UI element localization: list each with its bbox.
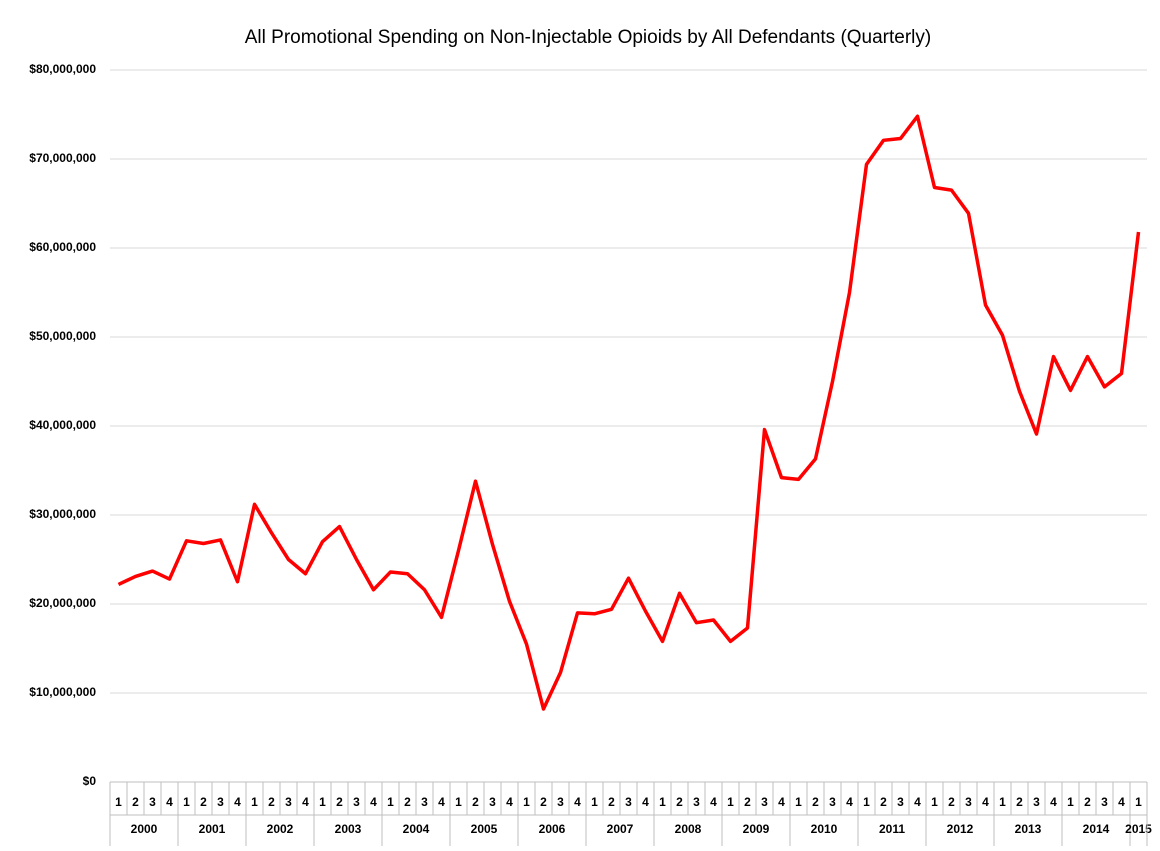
x-tick-label: 2 (676, 795, 683, 809)
x-tick-label: 2 (1016, 795, 1023, 809)
chart-title: All Promotional Spending on Non-Injectab… (245, 27, 931, 48)
x-tick-label: 1 (387, 795, 394, 809)
x-group-label: 2013 (1015, 822, 1042, 836)
x-group-label: 2000 (131, 822, 158, 836)
y-tick-label: $10,000,000 (29, 685, 96, 699)
x-tick-label: 3 (557, 795, 564, 809)
x-group-label: 2001 (199, 822, 226, 836)
x-tick-label: 4 (506, 795, 513, 809)
x-tick-label: 3 (353, 795, 360, 809)
x-tick-label: 1 (1135, 795, 1142, 809)
x-tick-label: 2 (1084, 795, 1091, 809)
x-group-label: 2014 (1083, 822, 1110, 836)
x-tick-label: 4 (302, 795, 309, 809)
y-tick-label: $0 (83, 774, 97, 788)
x-tick-label: 3 (217, 795, 224, 809)
y-tick-label: $80,000,000 (29, 62, 96, 76)
x-tick-label: 4 (1050, 795, 1057, 809)
x-tick-label: 2 (540, 795, 547, 809)
x-tick-label: 3 (149, 795, 156, 809)
x-tick-label: 1 (659, 795, 666, 809)
x-tick-label: 2 (948, 795, 955, 809)
x-tick-label: 3 (761, 795, 768, 809)
x-tick-label: 2 (200, 795, 207, 809)
y-tick-label: $40,000,000 (29, 418, 96, 432)
y-tick-label: $70,000,000 (29, 151, 96, 165)
x-tick-label: 3 (1033, 795, 1040, 809)
x-tick-label: 3 (897, 795, 904, 809)
x-tick-label: 1 (251, 795, 258, 809)
x-tick-label: 4 (1118, 795, 1125, 809)
x-tick-label: 3 (285, 795, 292, 809)
x-tick-label: 1 (795, 795, 802, 809)
x-group-label: 2005 (471, 822, 498, 836)
x-tick-label: 4 (778, 795, 785, 809)
x-tick-label: 4 (574, 795, 581, 809)
x-tick-label: 4 (438, 795, 445, 809)
x-group-label: 2004 (403, 822, 430, 836)
x-tick-label: 1 (455, 795, 462, 809)
x-tick-label: 1 (319, 795, 326, 809)
x-tick-label: 1 (931, 795, 938, 809)
x-tick-label: 3 (829, 795, 836, 809)
x-group-label: 2012 (947, 822, 974, 836)
x-tick-label: 4 (710, 795, 717, 809)
y-tick-label: $30,000,000 (29, 507, 96, 521)
x-tick-label: 3 (625, 795, 632, 809)
x-tick-label: 3 (693, 795, 700, 809)
y-tick-label: $50,000,000 (29, 329, 96, 343)
x-tick-label: 4 (914, 795, 921, 809)
x-tick-label: 3 (421, 795, 428, 809)
x-tick-label: 2 (812, 795, 819, 809)
x-group-label: 2009 (743, 822, 770, 836)
x-tick-label: 3 (1101, 795, 1108, 809)
x-tick-label: 2 (336, 795, 343, 809)
x-tick-label: 2 (404, 795, 411, 809)
x-tick-label: 3 (965, 795, 972, 809)
x-tick-label: 2 (268, 795, 275, 809)
x-tick-label: 1 (999, 795, 1006, 809)
x-tick-label: 2 (608, 795, 615, 809)
x-tick-label: 4 (166, 795, 173, 809)
x-tick-label: 4 (234, 795, 241, 809)
x-tick-label: 1 (727, 795, 734, 809)
x-tick-label: 1 (863, 795, 870, 809)
x-tick-label: 2 (880, 795, 887, 809)
x-group-label: 2003 (335, 822, 362, 836)
x-tick-label: 1 (115, 795, 122, 809)
x-tick-label: 4 (846, 795, 853, 809)
x-tick-label: 2 (132, 795, 139, 809)
x-group-label: 2008 (675, 822, 702, 836)
x-group-label: 2010 (811, 822, 838, 836)
x-group-label: 2002 (267, 822, 294, 836)
x-tick-label: 4 (370, 795, 377, 809)
data-line (117, 114, 1141, 711)
x-tick-label: 1 (1067, 795, 1074, 809)
x-group-label: 2015 (1125, 822, 1152, 836)
x-group-label: 2006 (539, 822, 566, 836)
x-group-label: 2007 (607, 822, 634, 836)
x-tick-label: 4 (982, 795, 989, 809)
x-tick-label: 2 (472, 795, 479, 809)
x-tick-label: 1 (591, 795, 598, 809)
y-tick-label: $20,000,000 (29, 596, 96, 610)
x-tick-label: 4 (642, 795, 649, 809)
x-group-label: 2011 (879, 822, 905, 836)
x-tick-label: 1 (183, 795, 190, 809)
x-tick-label: 2 (744, 795, 751, 809)
x-tick-label: 3 (489, 795, 496, 809)
y-tick-label: $60,000,000 (29, 240, 96, 254)
x-tick-label: 1 (523, 795, 530, 809)
